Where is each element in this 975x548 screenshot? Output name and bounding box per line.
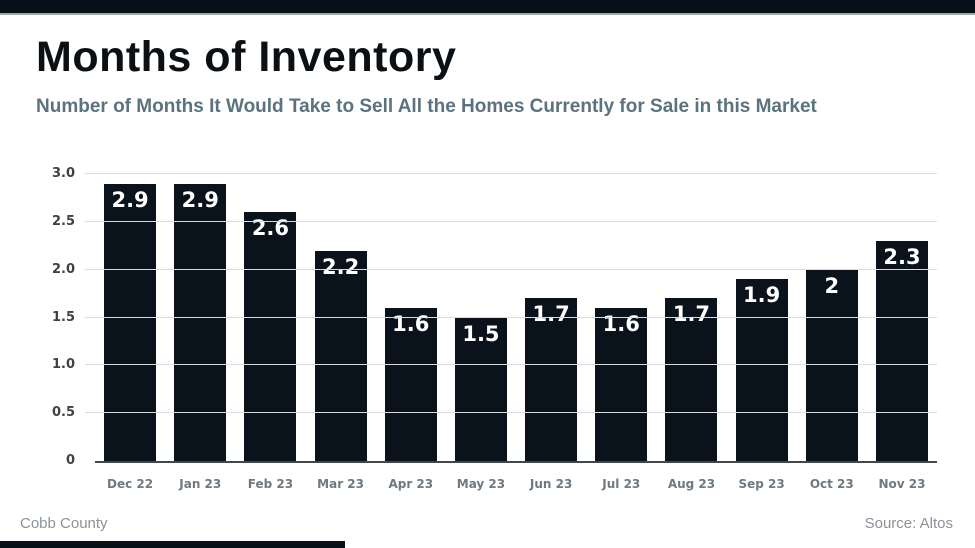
bar-jan-23: 2.9 xyxy=(174,183,227,461)
bar-aug-23: 1.7 xyxy=(665,298,718,461)
x-tick-label: Apr 23 xyxy=(388,477,434,491)
y-tick-label: 2.0 xyxy=(51,261,75,277)
bar-slot: 1.7 xyxy=(516,174,586,461)
bar-value-label: 2.3 xyxy=(883,244,921,269)
gridline xyxy=(85,316,937,318)
bar-value-label: 2.6 xyxy=(251,216,290,241)
page-subtitle: Number of Months It Would Take to Sell A… xyxy=(36,96,817,117)
bar-value-label: 2 xyxy=(824,273,840,298)
x-tick-label: Jul 23 xyxy=(602,477,641,491)
bar-slot: 2.9 xyxy=(165,174,235,461)
bar-value-label: 2.2 xyxy=(321,254,360,279)
bars-container: 2.9 2.9 2.6 2.2 1.6 1.5 1.7 1.6 1.7 1.9 2 2.3 xyxy=(95,174,937,461)
attribution-right: Source: Altos xyxy=(864,515,953,532)
bar-slot: 1.7 xyxy=(656,174,726,461)
x-tick-label: Oct 23 xyxy=(809,477,854,491)
bar-sep-23: 1.9 xyxy=(735,279,788,461)
y-tick-label: 3.0 xyxy=(51,166,75,181)
bar-apr-23: 1.6 xyxy=(384,307,437,461)
bar-jun-23: 1.7 xyxy=(525,298,578,461)
x-tick-label: Dec 22 xyxy=(107,477,154,491)
y-tick-label: 2.5 xyxy=(51,213,75,229)
y-tick-label: 1.0 xyxy=(51,357,75,373)
bar-slot: 2.6 xyxy=(235,174,305,461)
bar-feb-23: 2.6 xyxy=(244,212,297,461)
gridline xyxy=(85,268,937,270)
bar-slot: 1.6 xyxy=(376,174,446,461)
y-tick-label: 1.5 xyxy=(51,309,75,325)
bar-slot: 1.6 xyxy=(586,174,656,461)
attribution-left: Cobb County xyxy=(20,515,108,532)
x-tick-label: Jan 23 xyxy=(179,477,222,491)
x-tick-label: Sep 23 xyxy=(738,477,785,491)
bar-dec-22: 2.9 xyxy=(104,183,157,461)
bar-value-label: 1.6 xyxy=(602,311,640,336)
bar-value-label: 1.9 xyxy=(743,283,781,308)
top-accent-bar xyxy=(0,0,975,13)
x-tick-label: Aug 23 xyxy=(667,477,716,491)
bar-value-label: 1.5 xyxy=(462,321,500,346)
x-tick-label: Mar 23 xyxy=(317,477,365,491)
plot-area: 2.9 2.9 2.6 2.2 1.6 1.5 1.7 1.6 1.7 1.9 2 2.3 xyxy=(85,173,937,463)
gridline xyxy=(85,364,937,366)
bottom-accent-bar xyxy=(0,541,345,548)
bar-slot: 2 xyxy=(797,174,867,461)
separator-line xyxy=(0,13,975,15)
gridline xyxy=(85,173,937,174)
y-tick-label: 0 xyxy=(65,453,75,468)
bar-slot: 1.9 xyxy=(727,174,797,461)
bar-mar-23: 2.2 xyxy=(314,250,367,461)
bar-slot: 1.5 xyxy=(446,174,516,461)
y-tick-label: 0.5 xyxy=(51,405,75,421)
bar-value-label: 1.7 xyxy=(672,302,711,327)
bar-value-label: 1.7 xyxy=(532,302,570,327)
bar-value-label: 2.9 xyxy=(111,187,149,212)
x-tick-label: Feb 23 xyxy=(247,477,294,491)
page-title: Months of Inventory xyxy=(36,33,457,81)
bar-slot: 2.2 xyxy=(306,174,376,461)
x-tick-label: Nov 23 xyxy=(878,477,926,491)
bar-slot: 2.9 xyxy=(95,174,165,461)
y-axis: 0 0.5 1.0 1.5 2.0 2.5 3.0 xyxy=(0,166,88,468)
bar-may-23: 1.5 xyxy=(454,317,507,461)
gridline xyxy=(85,220,937,222)
gridline xyxy=(85,412,937,414)
x-tick-label: Jun 23 xyxy=(529,477,573,491)
bar-value-label: 1.6 xyxy=(392,311,430,336)
bar-value-label: 2.9 xyxy=(181,187,219,212)
bar-nov-23: 2.3 xyxy=(875,240,928,461)
x-axis: Dec 22 Jan 23 Feb 23 Mar 23 Apr 23 May 23 Jun … xyxy=(95,477,937,491)
bar-jul-23: 1.6 xyxy=(595,307,648,461)
x-tick-label: May 23 xyxy=(456,477,506,491)
bar-slot: 2.3 xyxy=(867,174,937,461)
